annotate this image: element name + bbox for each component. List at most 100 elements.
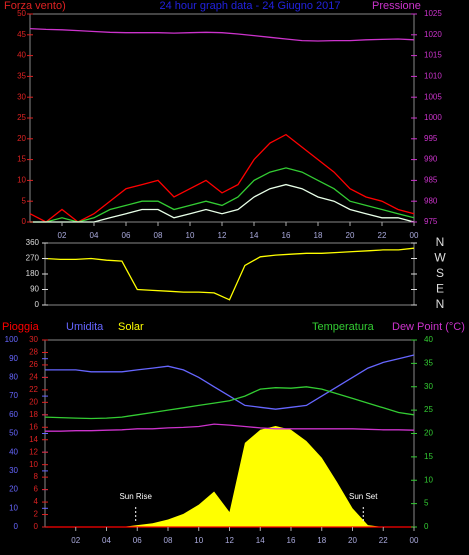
y2-tick-label: S [436, 266, 444, 280]
y-tick-label: 100 [5, 335, 19, 344]
y-tick-label: 60 [9, 410, 18, 419]
y-axis-label: Forza vento) [4, 0, 66, 12]
x-tick-label: 08 [164, 536, 173, 545]
line [44, 247, 415, 301]
y-tick-label: 35 [17, 72, 26, 81]
y2-tick-label: 1015 [424, 51, 442, 60]
x-tick-label: 00 [410, 536, 419, 545]
y-tick-label: 30 [9, 466, 18, 475]
y-tick-label: 30 [17, 92, 26, 101]
y3-tick-label: 28 [29, 348, 38, 357]
y-tick-label: 180 [26, 269, 40, 278]
legend-label: Dew Point (°C) [392, 321, 465, 333]
legend-label: Pioggia [2, 321, 40, 333]
y2-tick-label: 1010 [424, 72, 442, 81]
y-tick-label: 5 [22, 196, 27, 205]
y2-tick-label: 1020 [424, 30, 442, 39]
x-tick-label: 00 [410, 231, 419, 240]
line [44, 386, 415, 420]
y3-tick-label: 0 [34, 522, 39, 531]
x-tick-label: 18 [314, 231, 323, 240]
x-tick-label: 12 [218, 231, 227, 240]
y-tick-label: 50 [17, 9, 26, 18]
y3-tick-label: 14 [29, 435, 38, 444]
chart-title: 24 hour graph data - 24 Giugno 2017 [159, 0, 340, 12]
y-tick-label: 45 [17, 30, 26, 39]
x-tick-label: 16 [282, 231, 291, 240]
x-tick-label: 02 [71, 536, 80, 545]
plot-frame [29, 13, 415, 223]
y2-tick-label: 0 [424, 522, 429, 531]
x-tick-label: 08 [154, 231, 163, 240]
y-tick-label: 70 [9, 391, 18, 400]
line [45, 354, 415, 410]
y3-tick-label: 10 [29, 460, 38, 469]
line [30, 167, 415, 223]
legend-label: Temperatura [312, 321, 375, 333]
y2-tick-label: 30 [424, 382, 433, 391]
y3-tick-label: 2 [34, 510, 39, 519]
y2-tick-label: 1025 [424, 9, 442, 18]
line [29, 27, 415, 42]
plot-frame [44, 242, 415, 306]
legend-label: Solar [118, 321, 144, 333]
y3-tick-label: 6 [34, 485, 39, 494]
x-tick-label: 12 [225, 536, 234, 545]
x-tick-label: 14 [256, 536, 265, 545]
y-tick-label: 80 [9, 373, 18, 382]
y3-tick-label: 4 [34, 497, 39, 506]
y-tick-label: 20 [9, 485, 18, 494]
y2-tick-label: 985 [424, 176, 438, 185]
y3-tick-label: 8 [34, 472, 39, 481]
y-tick-label: 0 [14, 522, 19, 531]
y2-tick-label: 1000 [424, 113, 442, 122]
y3-tick-label: 16 [29, 422, 38, 431]
y-tick-label: 270 [26, 254, 40, 263]
x-tick-label: 06 [122, 231, 131, 240]
x-tick-label: 20 [346, 231, 355, 240]
x-tick-label: 16 [287, 536, 296, 545]
y-tick-label: 0 [35, 300, 40, 309]
y-tick-label: 90 [30, 285, 39, 294]
line [29, 133, 415, 223]
y2-axis-label: Pressione [372, 0, 421, 12]
y2-tick-label: E [436, 282, 444, 296]
y3-tick-label: 20 [29, 397, 38, 406]
y3-tick-label: 26 [29, 360, 38, 369]
y2-tick-label: N [436, 235, 445, 249]
x-tick-label: 04 [90, 231, 99, 240]
y2-tick-label: 15 [424, 452, 433, 461]
x-tick-label: 10 [194, 536, 203, 545]
x-tick-label: 02 [58, 231, 67, 240]
y2-tick-label: 25 [424, 405, 433, 414]
x-tick-label: 14 [250, 231, 259, 240]
y-tick-label: 50 [9, 429, 18, 438]
x-tick-label: 04 [102, 536, 111, 545]
y-tick-label: 10 [9, 503, 18, 512]
y-tick-label: 40 [17, 51, 26, 60]
y2-tick-label: 975 [424, 217, 438, 226]
y2-tick-label: W [434, 251, 446, 265]
y3-tick-label: 24 [29, 373, 38, 382]
y-tick-label: 15 [17, 155, 26, 164]
y-tick-label: 25 [17, 113, 26, 122]
x-tick-label: 18 [317, 536, 326, 545]
y-tick-label: 90 [9, 354, 18, 363]
y3-tick-label: 12 [29, 447, 38, 456]
area [45, 426, 414, 527]
y-tick-label: 10 [17, 176, 26, 185]
y-tick-label: 20 [17, 134, 26, 143]
y2-tick-label: 35 [424, 358, 433, 367]
legend-label: Umidita [66, 321, 104, 333]
y-tick-label: 360 [26, 238, 40, 247]
annotation: Sun Rise [119, 492, 152, 501]
y2-tick-label: 1005 [424, 92, 442, 101]
y2-tick-label: 980 [424, 196, 438, 205]
y3-tick-label: 30 [29, 335, 38, 344]
y-tick-label: 40 [9, 447, 18, 456]
x-tick-label: 06 [133, 536, 142, 545]
x-tick-label: 22 [379, 536, 388, 545]
y3-tick-label: 22 [29, 385, 38, 394]
y2-tick-label: 40 [424, 335, 433, 344]
